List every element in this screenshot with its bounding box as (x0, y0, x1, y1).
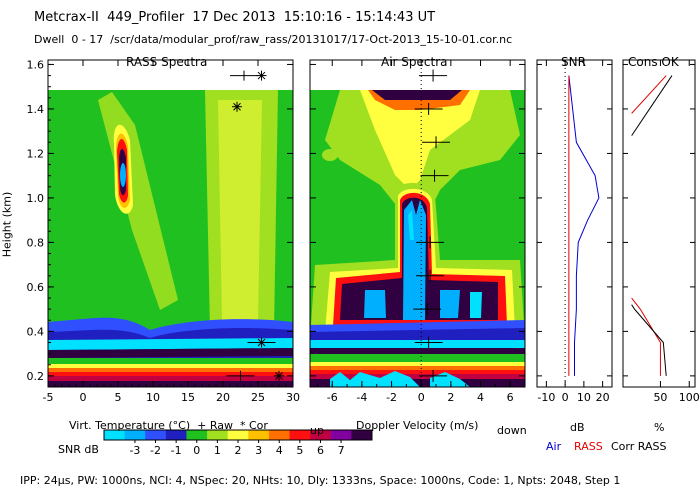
colorbar-tick-label: 3 (255, 444, 262, 457)
rass-y-tick-label: 1.6 (27, 58, 45, 71)
cons-frame (622, 59, 696, 388)
colorbar-swatch (227, 430, 249, 440)
rass-frame (47, 59, 294, 388)
legend-air: Air (546, 440, 562, 453)
air-x-tick-label: -4 (356, 391, 367, 404)
rass-x-axis-label: Virt. Temperature (°C) + Raw * Cor (69, 419, 268, 432)
snr-frame (536, 59, 613, 388)
colorbar-tick-label: 5 (296, 444, 303, 457)
cons-x-axis-label: % (654, 421, 665, 434)
snr-title: SNR (561, 55, 586, 69)
acquisition-parameters: IPP: 24µs, PW: 1000ns, NCI: 4, NSpec: 20… (20, 474, 621, 487)
rass-y-tick-label: 1.0 (27, 192, 45, 205)
cons-x-tick-label: 100 (679, 391, 700, 404)
rass-y-tick-label: 1.4 (27, 103, 45, 116)
snr-axes: -10 0 10 20 (537, 60, 612, 404)
air-frame (309, 59, 526, 388)
rass-x-tick-label: 20 (216, 391, 230, 404)
rass-cor-marker (257, 338, 266, 347)
rass-y-tick-label: 0.8 (27, 236, 45, 249)
plot-header-title: Metcrax-II 449_Profiler 17 Dec 2013 15:1… (34, 10, 436, 25)
rass-markers (226, 70, 284, 381)
rass-x-tick-label: 10 (146, 391, 160, 404)
rass-x-tick-label: 30 (286, 391, 300, 404)
colorbar-tick-label: 4 (276, 444, 283, 457)
snr-lines (568, 75, 600, 376)
colorbar-tick-label: -2 (150, 444, 161, 457)
colorbar-swatch (207, 430, 229, 440)
colorbar-tick-label: -3 (129, 444, 140, 457)
snr-x-tick-label: -10 (537, 391, 555, 404)
rass-x-tick-label: 0 (80, 391, 87, 404)
cons-x-tick-label: 50 (653, 391, 667, 404)
height-axis-label: Height (km) (0, 191, 14, 258)
rass-y-tick-label: 0.4 (27, 325, 45, 338)
plot-header-dwell: Dwell 0 - 17 /scr/data/modular_prof/raw_… (34, 33, 513, 46)
air-x-up-label: up (310, 424, 324, 437)
rass-x-tick-label: 5 (115, 391, 122, 404)
air-x-tick-label: 0 (418, 391, 425, 404)
cons-series-line (631, 297, 661, 376)
air-axes: -6 -4 -2 0 2 4 6 (310, 60, 526, 404)
colorbar-label: SNR dB (58, 443, 99, 456)
colorbar-swatch (145, 430, 167, 440)
colorbar-tick-label: 2 (235, 444, 242, 457)
cons-title: Cons OK (628, 55, 679, 69)
cons-series-line (631, 75, 667, 114)
air-x-tick-label: 6 (507, 391, 514, 404)
air-x-tick-label: -6 (327, 391, 338, 404)
colorbar-tick-label: 6 (317, 444, 324, 457)
air-markers (413, 69, 451, 382)
colorbar-tick-label: -1 (171, 444, 182, 457)
air-title: Air Spectra (381, 55, 448, 69)
colorbar-swatch (165, 430, 187, 440)
rass-x-tick-label: 25 (251, 391, 265, 404)
cons-lines (631, 75, 673, 376)
rass-y-tick-label: 0.2 (27, 370, 45, 383)
colorbar-tick-label: 0 (193, 444, 200, 457)
rass-y-tick-label: 1.2 (27, 147, 45, 160)
rass-y-tick-label: 0.6 (27, 281, 45, 294)
snr-colorbar: -3 -2 -1 0 1 2 3 4 5 6 7 (103, 429, 373, 457)
air-spectra-panel: -6 -4 -2 0 2 4 6 (309, 59, 526, 404)
colorbar-swatch (104, 430, 126, 440)
air-x-tick-label: 4 (477, 391, 484, 404)
rass-cor-marker (233, 102, 241, 111)
colorbar-tick-label: 1 (214, 444, 221, 457)
colorbar-swatch (289, 430, 311, 440)
air-x-down-label: down (497, 424, 527, 437)
rass-axes: -5 0 5 10 15 20 25 30 0.2 0.4 0.6 0.8 1.0 1.2 1.4 1.6 (27, 58, 301, 404)
colorbar-swatch (186, 430, 208, 440)
cons-axes: 50 100 (623, 60, 700, 404)
snr-series-line (568, 75, 600, 376)
rass-x-tick-label: -5 (43, 391, 54, 404)
rass-cor-marker (257, 71, 266, 80)
cons-panel: 50 100 (622, 59, 700, 404)
rass-spectra-panel: -5 0 5 10 15 20 25 30 0.2 0.4 0.6 0.8 1.0 1.2 1.4 1.6 (27, 58, 301, 404)
colorbar-swatch (268, 430, 291, 440)
snr-x-axis-label: dB (570, 421, 585, 434)
rass-cor-marker (275, 372, 283, 380)
cons-series-line (631, 304, 667, 376)
air-x-axis-label: Doppler Velocity (m/s) (356, 419, 479, 432)
colorbar-swatch (310, 430, 332, 440)
rass-x-tick-label: 15 (181, 391, 195, 404)
rass-title: RASS Spectra (126, 55, 208, 69)
air-x-tick-label: 2 (447, 391, 454, 404)
cons-series-line (631, 75, 673, 136)
legend-rass: RASS (574, 440, 603, 453)
snr-panel: -10 0 10 20 (536, 59, 613, 404)
air-x-tick-label: -2 (386, 391, 397, 404)
legend-corr-rass: Corr RASS (611, 440, 667, 453)
colorbar-tick-label: 7 (338, 444, 345, 457)
snr-x-tick-label: 0 (562, 391, 569, 404)
snr-x-tick-label: 10 (577, 391, 591, 404)
colorbar-swatch (351, 430, 373, 440)
snr-x-tick-label: 20 (596, 391, 610, 404)
colorbar-swatch (124, 430, 146, 440)
colorbar-swatch (330, 430, 352, 440)
colorbar-swatch (248, 430, 270, 440)
